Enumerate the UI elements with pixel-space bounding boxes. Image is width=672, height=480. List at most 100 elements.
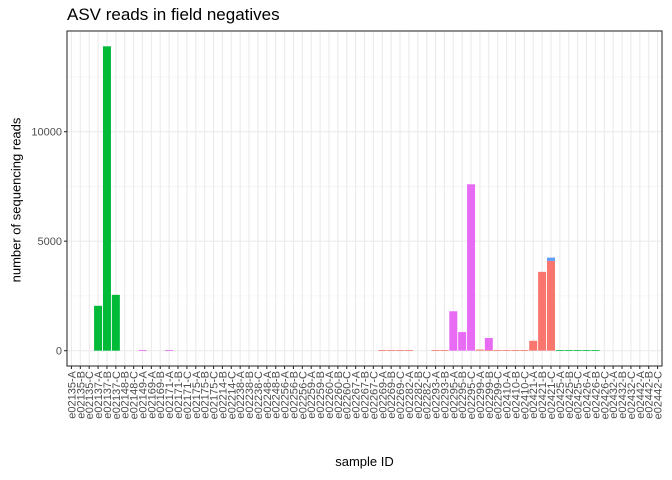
x-tick-label: e02442-B xyxy=(644,371,656,419)
x-tick-label: e02248-B xyxy=(271,371,283,419)
y-axis-label: number of sequencing reads xyxy=(8,117,24,283)
bar-e02149-A-3 xyxy=(138,350,147,351)
x-tick-label: e02175-A xyxy=(191,370,203,418)
x-tick-label: e02269-A xyxy=(377,370,389,418)
x-tick-label: e02171-C xyxy=(182,371,194,419)
x-tick-label: e02171-A xyxy=(164,370,176,418)
x-tick-label: e02295-C xyxy=(466,371,478,419)
x-tick-label: e02425-A xyxy=(555,370,567,418)
x-tick-label: e02149-A xyxy=(137,370,149,418)
x-tick-label: e02432-A xyxy=(608,370,620,418)
x-tick-label: e02135-B xyxy=(75,371,87,419)
bar-e02282-A-0 xyxy=(404,350,413,351)
bar-e02137-B-1 xyxy=(102,46,111,351)
bar-e02425-B-1 xyxy=(564,350,573,351)
bar-e02425-A-1 xyxy=(555,350,564,351)
x-tick-label: e02299-B xyxy=(484,371,496,419)
x-tick-label: e02175-C xyxy=(209,371,221,419)
bar-e02410-B-0 xyxy=(511,350,520,351)
x-tick-label: e02137-B xyxy=(102,371,114,419)
x-tick-label: e02442-A xyxy=(635,370,647,418)
x-tick-label: e02175-B xyxy=(200,371,212,419)
bar-e02426-B-1 xyxy=(591,350,600,351)
bar-e02293-B-0 xyxy=(440,350,449,351)
x-tick-label: e02295-B xyxy=(457,371,469,419)
x-tick-label: e02299-C xyxy=(493,371,505,419)
x-tick-label: e02293-A xyxy=(431,370,443,418)
bar-e02269-A-0 xyxy=(378,350,387,351)
bar-e02421-C-0 xyxy=(546,260,555,351)
x-tick-label: e02259-A xyxy=(306,370,318,418)
x-tick-label: e02148-B xyxy=(120,371,132,419)
x-tick-label: e02426-C xyxy=(599,371,611,419)
x-tick-label: e02425-C xyxy=(573,371,585,419)
x-tick-label: e02299-A xyxy=(475,370,487,418)
x-tick-label: e02282-C xyxy=(422,371,434,419)
x-tick-label: e02432-C xyxy=(626,371,638,419)
bar-e02421-A-0 xyxy=(529,340,538,351)
x-tick-label: e02214-B xyxy=(217,371,229,419)
bar-e02299-C-0 xyxy=(493,350,502,351)
x-tick-label: e02282-B xyxy=(413,371,425,419)
x-tick-label: e02442-C xyxy=(653,371,665,419)
bar-e02410-A-0 xyxy=(502,350,511,351)
bar-e02171-A-3 xyxy=(165,350,174,351)
bar-e02269-C-0 xyxy=(396,350,405,351)
x-tick-label: e02248-A xyxy=(262,370,274,418)
bar-e02293-A-0 xyxy=(431,350,440,351)
x-tick-label: e02135-A xyxy=(66,370,78,418)
x-tick-label: e02238-A xyxy=(235,370,247,418)
bar-e02425-C-1 xyxy=(573,350,582,351)
x-tick-label: e02432-B xyxy=(617,371,629,419)
bar-e02269-B-0 xyxy=(387,350,396,351)
chart-title: ASV reads in field negatives xyxy=(67,5,280,24)
bar-e02421-B-0 xyxy=(538,271,547,351)
x-tick-label: e02426-B xyxy=(590,371,602,419)
x-tick-label: e02269-C xyxy=(395,371,407,419)
x-tick-label: e02171-B xyxy=(173,371,185,419)
y-tick-label: 5000 xyxy=(38,236,62,248)
y-tick-label: 10000 xyxy=(31,127,62,139)
x-tick-label: e02295-A xyxy=(448,370,460,418)
x-tick-label: e02137-C xyxy=(111,371,123,419)
y-tick-label: 0 xyxy=(56,346,62,358)
x-tick-label: e02282-A xyxy=(404,370,416,418)
x-tick-label: e02259-B xyxy=(315,371,327,419)
x-tick-label: e02267-C xyxy=(368,371,380,419)
x-tick-label: e02293-B xyxy=(439,371,451,419)
x-tick-label: e02410-A xyxy=(502,370,514,418)
x-tick-label: e02410-B xyxy=(510,371,522,419)
x-tick-label: e02214-C xyxy=(226,371,238,419)
x-tick-label: e02256-A xyxy=(280,370,292,418)
bar-e02299-B-0 xyxy=(484,350,493,351)
bar-e02295-C-3 xyxy=(467,184,476,351)
bar-e02295-A-3 xyxy=(449,311,458,351)
x-tick-label: e02426-A xyxy=(582,370,594,418)
x-axis-label: sample ID xyxy=(335,454,394,469)
bar-e02426-A-1 xyxy=(582,350,591,351)
x-tick-label: e02137-A xyxy=(93,370,105,418)
bar-e02299-A-0 xyxy=(475,349,484,351)
bar-e02421-C-2 xyxy=(546,257,555,261)
x-tick-label: e02267-A xyxy=(351,370,363,418)
x-tick-label: e02267-B xyxy=(360,371,372,419)
bar-e02299-B-3 xyxy=(484,337,493,351)
bar-e02137-A-1 xyxy=(94,305,103,351)
x-tick-label: e02256-C xyxy=(297,371,309,419)
x-tick-label: e02169-B xyxy=(155,371,167,419)
x-tick-label: e02421-C xyxy=(546,371,558,419)
bar-e02137-C-1 xyxy=(111,294,120,351)
x-tick-label: e02238-B xyxy=(244,371,256,419)
x-tick-label: e02148-C xyxy=(129,371,141,419)
x-tick-label: e02421-A xyxy=(528,370,540,418)
bar-e02295-B-3 xyxy=(458,332,467,351)
x-tick-label: e02425-B xyxy=(564,371,576,419)
x-tick-label: e02269-B xyxy=(386,371,398,419)
x-tick-label: e02260-C xyxy=(342,371,354,419)
x-tick-label: e02169-A xyxy=(146,370,158,418)
x-tick-label: e02256-B xyxy=(288,371,300,419)
x-tick-label: e02421-B xyxy=(537,371,549,419)
x-tick-label: e02260-B xyxy=(333,371,345,419)
x-tick-label: e02410-C xyxy=(519,371,531,419)
